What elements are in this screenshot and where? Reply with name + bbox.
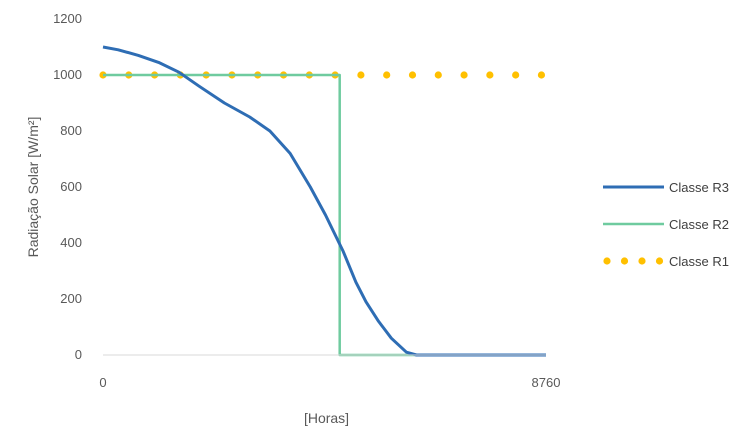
y-tick-label: 0 (75, 347, 82, 362)
classe-r1-point (512, 71, 520, 79)
y-tick-label: 1200 (53, 11, 82, 26)
x-axis-title: [Horas] (304, 410, 349, 426)
legend-label-classe-r2: Classe R2 (669, 217, 729, 232)
legend-marker-classe-r1 (638, 257, 646, 265)
x-tick-label: 0 (99, 375, 106, 390)
classe-r1-point (537, 71, 546, 79)
legend-label-classe-r3: Classe R3 (669, 180, 729, 195)
y-tick-label: 600 (60, 179, 82, 194)
legend-marker-classe-r1 (620, 257, 629, 265)
classe-r1-point (460, 71, 468, 79)
classe-r1-point (383, 71, 391, 79)
y-axis-title: Radiação Solar [W/m²] (25, 117, 41, 258)
series-layer (99, 45, 546, 357)
y-tick-label: 200 (60, 291, 82, 306)
classe-r3-line (102, 45, 546, 357)
classe-r1-point (408, 71, 417, 79)
legend-marker-classe-r1 (655, 257, 664, 265)
legend-label-classe-r1: Classe R1 (669, 254, 729, 269)
legend-marker-classe-r1 (603, 257, 611, 265)
y-tick-label: 400 (60, 235, 82, 250)
classe-r1-point (357, 71, 365, 79)
x-tick-label: 8760 (532, 375, 561, 390)
legend: Classe R3 Classe R2 Classe R1 (603, 180, 729, 269)
x-axis-ticks: 0 8760 (99, 375, 560, 390)
classe-r1-point (434, 71, 442, 79)
y-tick-label: 1000 (53, 67, 82, 82)
classe-r1-point (486, 71, 494, 79)
y-axis-ticks: 0 200 400 600 800 1000 1200 (53, 11, 82, 362)
y-tick-label: 800 (60, 123, 82, 138)
